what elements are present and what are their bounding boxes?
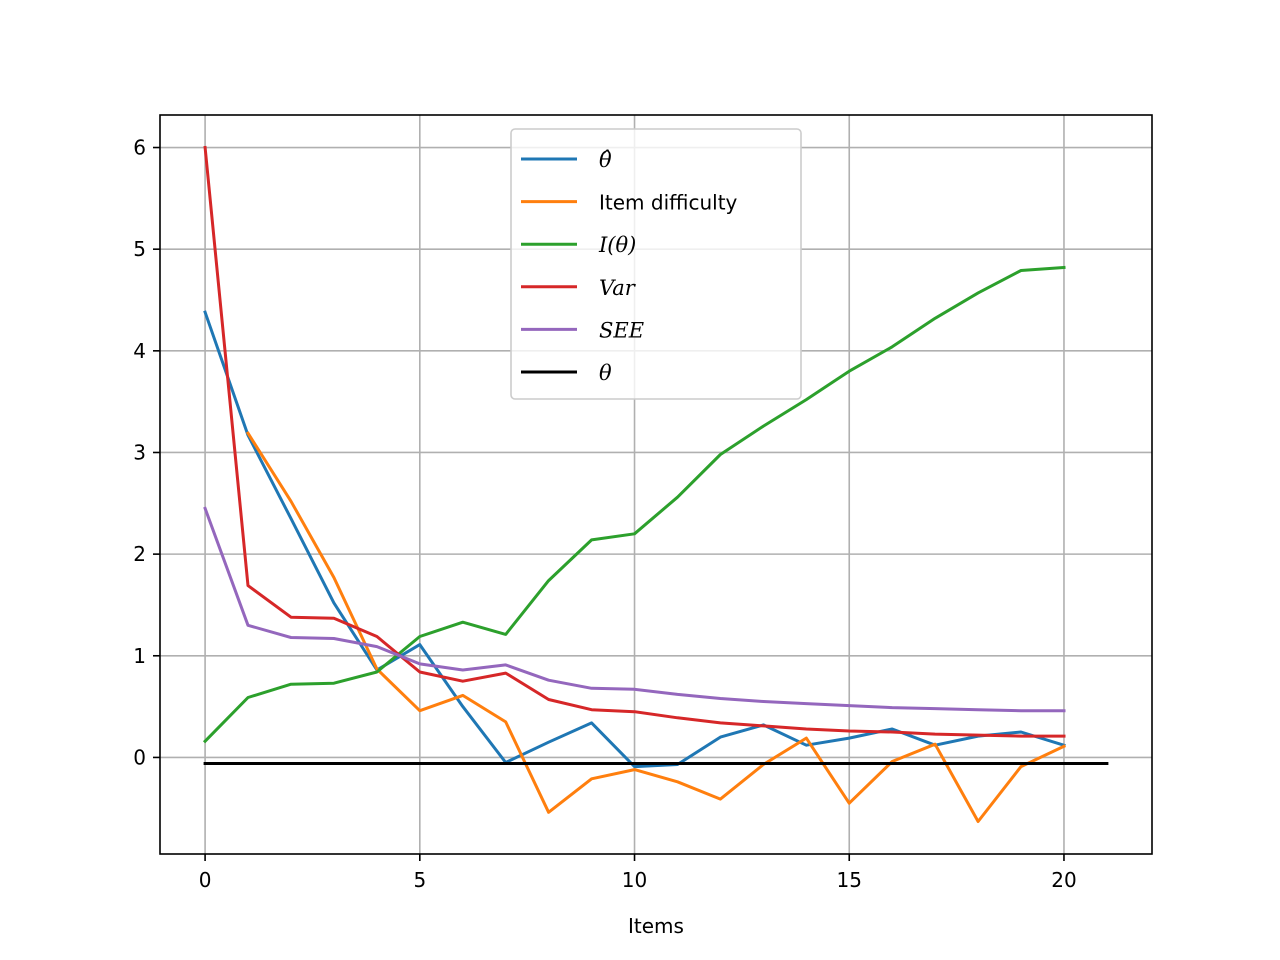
y-tick-label: 2 xyxy=(133,542,146,566)
legend-label-3: Var xyxy=(599,276,637,300)
y-tick-label: 6 xyxy=(133,136,146,160)
y-tick-label: 1 xyxy=(133,644,146,668)
x-tick-label: 15 xyxy=(837,868,862,892)
x-tick-label: 5 xyxy=(413,868,426,892)
legend: θ̂ Item difficulty I(θ) Var SEE θ xyxy=(510,128,802,400)
x-axis-label: Items xyxy=(628,914,684,938)
legend-label-1: Item difficulty xyxy=(599,191,738,215)
plot-frame xyxy=(159,114,1153,855)
x-tick-label: 0 xyxy=(199,868,212,892)
x-tick-label: 10 xyxy=(622,868,647,892)
legend-label-5: θ xyxy=(599,361,612,385)
series-line-3 xyxy=(203,145,1066,738)
legend-label-2: I(θ) xyxy=(598,233,636,257)
legend-label-4: SEE xyxy=(599,318,644,342)
y-axis-ticks: 0 1 2 3 4 5 6 xyxy=(133,136,160,769)
legend-box xyxy=(510,128,802,400)
series-line-4 xyxy=(203,506,1066,713)
y-tick-label: 0 xyxy=(133,745,146,769)
series-line-1 xyxy=(245,431,1066,823)
y-tick-label: 3 xyxy=(133,440,146,464)
y-tick-label: 5 xyxy=(133,237,146,261)
series-lines xyxy=(202,145,1109,823)
series-line-2 xyxy=(202,265,1066,744)
legend-label-0: θ̂ xyxy=(599,148,612,172)
x-tick-label: 20 xyxy=(1051,868,1076,892)
y-tick-label: 4 xyxy=(133,339,146,363)
x-axis-ticks: 0 5 10 15 20 xyxy=(199,854,1077,892)
